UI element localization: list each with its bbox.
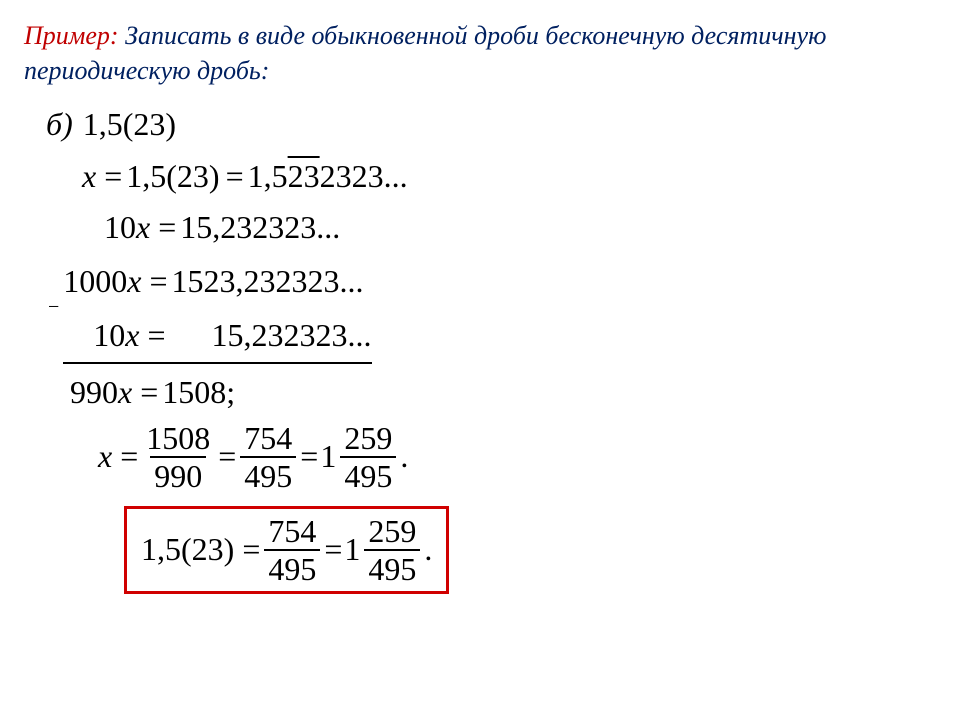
denominator: 495 xyxy=(364,549,420,585)
coef-1000: 1000 xyxy=(63,257,127,307)
task-text: Записать в виде обыкновенной дроби беско… xyxy=(24,21,826,85)
denominator: 990 xyxy=(150,456,206,492)
fraction-259-495: 259 495 xyxy=(364,515,420,585)
minus-sign: − xyxy=(48,292,59,323)
period: . xyxy=(400,432,408,482)
numerator: 1508 xyxy=(142,422,214,456)
item-tag: б) xyxy=(46,100,73,150)
fraction-1508-990: 1508 990 xyxy=(142,422,214,492)
numerator: 754 xyxy=(264,515,320,549)
task-statement: Пример: Записать в виде обыкновенной дро… xyxy=(24,18,936,88)
decimal-tail: 2323... xyxy=(320,152,408,202)
equals: = xyxy=(324,525,342,575)
equals: = xyxy=(149,257,167,307)
period: . xyxy=(424,525,432,575)
answer-box: 1,5(23) = 754 495 = 1 259 495 . xyxy=(124,506,449,594)
denominator: 495 xyxy=(264,549,320,585)
equals: = xyxy=(104,152,122,202)
math-block: б) 1,5(23) x = 1,5(23) = 1,5232323... 10… xyxy=(24,100,936,594)
value-990x: 1508; xyxy=(162,368,235,418)
numerator: 259 xyxy=(364,515,420,549)
equals: = xyxy=(218,432,236,482)
coef-990: 990 xyxy=(70,368,118,418)
var-x: x xyxy=(82,152,96,202)
var-x: x xyxy=(125,311,139,361)
value-1000x: 1523,232323... xyxy=(172,257,364,307)
page: Пример: Записать в виде обыкновенной дро… xyxy=(0,0,960,720)
var-x: x xyxy=(98,432,112,482)
step-define-x: x = 1,5(23) = 1,5232323... xyxy=(34,152,936,202)
denominator: 495 xyxy=(240,456,296,492)
decimal-prefix: 1,5 xyxy=(248,152,288,202)
whole-part: 1 xyxy=(344,525,360,575)
repeating-notation: 1,5(23) xyxy=(126,152,219,202)
equals: = xyxy=(147,311,165,361)
var-x: x xyxy=(136,203,150,253)
fraction-754-495: 754 495 xyxy=(240,422,296,492)
fraction-259-495: 259 495 xyxy=(340,422,396,492)
given-value: 1,5(23) xyxy=(83,100,176,150)
task-label: Пример: xyxy=(24,21,119,50)
subtraction-top: 1000 x = 1523,232323... xyxy=(63,257,371,307)
equals: = xyxy=(300,432,318,482)
whole-part: 1 xyxy=(320,432,336,482)
equals: = xyxy=(158,203,176,253)
coef-10: 10 xyxy=(93,311,125,361)
subtraction-bottom: 10 x = 15,232323... xyxy=(63,311,371,365)
answer-lhs: 1,5(23) xyxy=(141,525,234,575)
numerator: 259 xyxy=(340,422,396,456)
value-10x: 15,232323... xyxy=(212,311,372,361)
equals: = xyxy=(120,432,138,482)
value-10x: 15,232323... xyxy=(180,203,340,253)
coef-10: 10 xyxy=(104,203,136,253)
var-x: x xyxy=(127,257,141,307)
given-line: б) 1,5(23) xyxy=(34,100,936,150)
equals: = xyxy=(140,368,158,418)
period-overline: 23 xyxy=(288,152,320,202)
equals: = xyxy=(226,152,244,202)
denominator: 495 xyxy=(340,456,396,492)
step-10x: 10 x = 15,232323... xyxy=(34,203,936,253)
subtraction-block: − 1000 x = 1523,232323... 10 x xyxy=(34,255,936,366)
fraction-754-495: 754 495 xyxy=(264,515,320,585)
numerator: 754 xyxy=(240,422,296,456)
step-solve-x: x = 1508 990 = 754 495 = 1 259 495 . xyxy=(34,422,936,492)
var-x: x xyxy=(118,368,132,418)
step-990x: 990 x = 1508; xyxy=(34,368,936,418)
equals: = xyxy=(242,525,260,575)
